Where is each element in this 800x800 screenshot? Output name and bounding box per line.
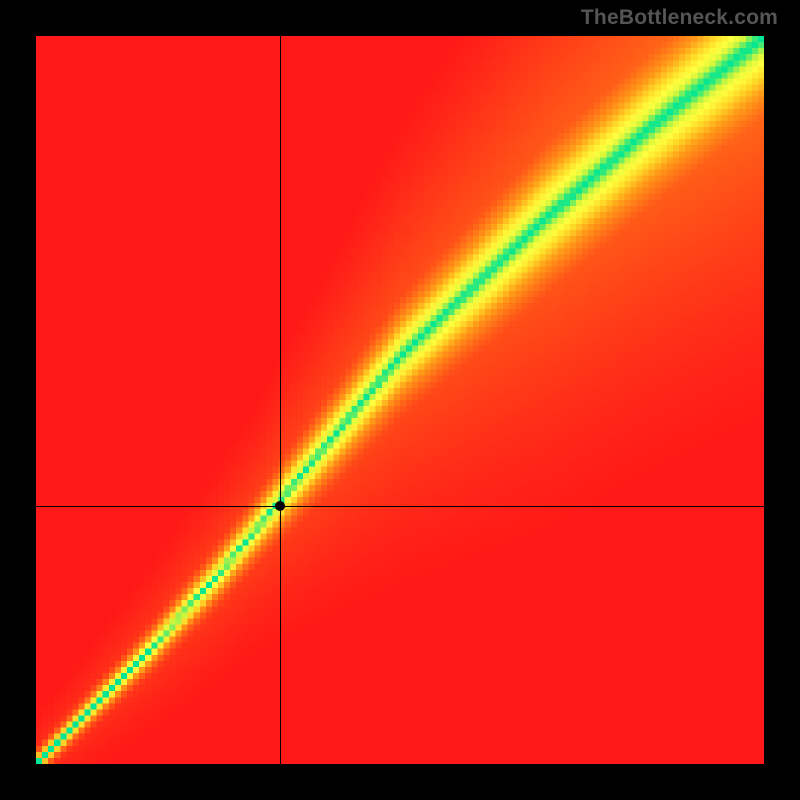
watermark-text: TheBottleneck.com	[581, 6, 778, 30]
crosshair-vertical	[280, 36, 281, 764]
crosshair-marker	[275, 501, 285, 511]
crosshair-horizontal	[36, 506, 764, 507]
heatmap-canvas	[36, 36, 764, 764]
heatmap-plot-area	[36, 36, 764, 764]
